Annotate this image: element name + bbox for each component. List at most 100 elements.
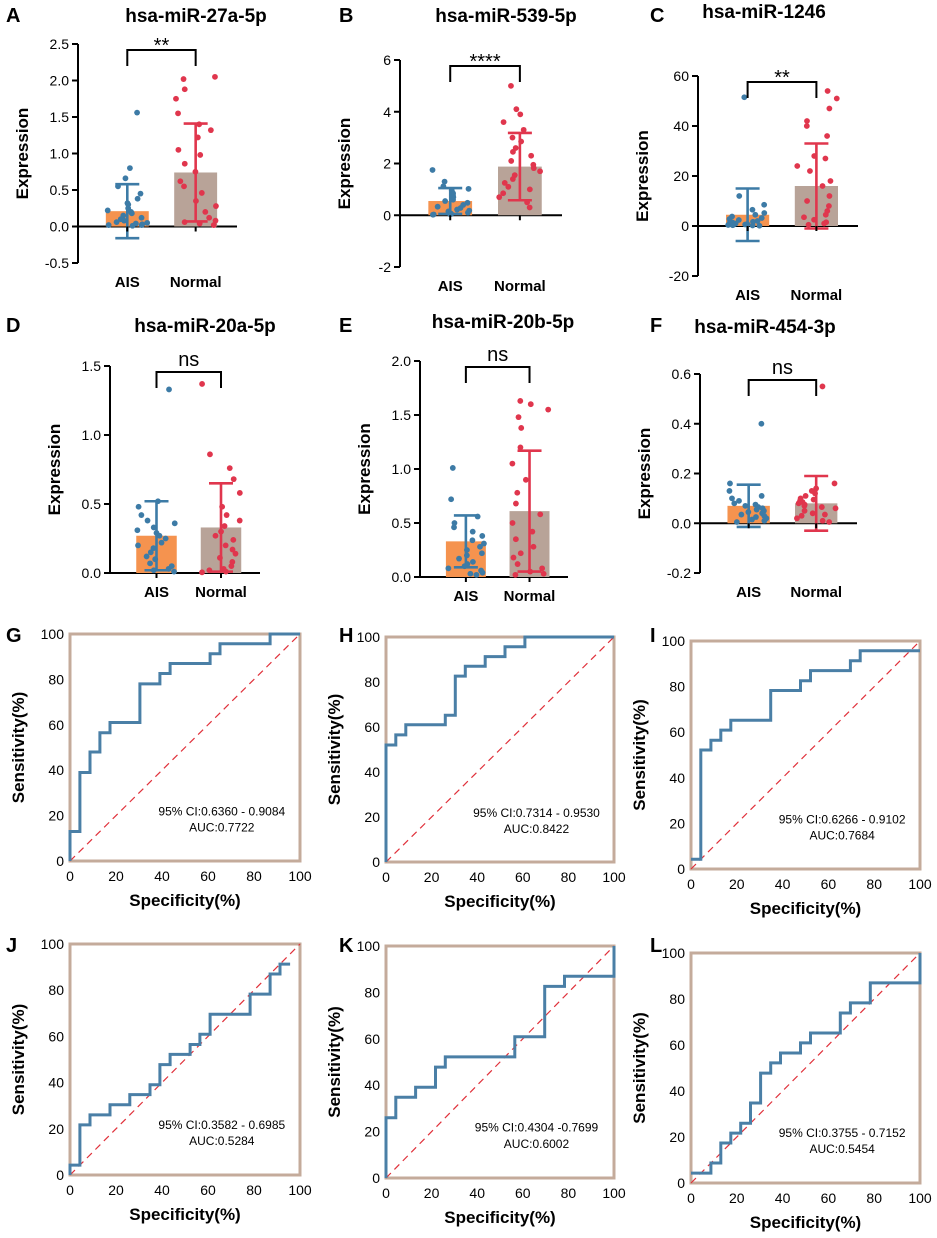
data-point [158, 539, 165, 546]
data-point [465, 185, 472, 192]
data-point [496, 194, 503, 201]
data-point [518, 425, 525, 431]
panel-letter: G [6, 625, 22, 647]
data-point [725, 222, 732, 228]
y-axis-label: Sensitivity(%) [325, 1006, 344, 1117]
y-axis-label: Expression [635, 428, 654, 520]
x-tick-label: 100 [288, 1182, 312, 1198]
data-point [199, 569, 205, 576]
x-tick-label: 100 [602, 1185, 626, 1201]
x-tick-label: 20 [729, 1190, 745, 1206]
data-point [513, 500, 519, 507]
data-point [540, 570, 547, 577]
data-point [135, 542, 141, 549]
plot-frame [689, 639, 922, 871]
data-point [134, 527, 141, 534]
data-point [138, 222, 145, 228]
data-point [526, 186, 533, 193]
chart-title: hsa-miR-1246 [702, 2, 826, 23]
roc-curve [691, 953, 922, 1175]
y-tick-label: -20 [669, 268, 689, 284]
category-label: Normal [791, 287, 843, 304]
data-point [137, 190, 144, 197]
y-tick-label: 40 [48, 1075, 64, 1091]
data-point [104, 207, 111, 214]
data-point [794, 515, 800, 522]
data-point [465, 209, 471, 216]
x-tick-label: 20 [729, 876, 745, 892]
data-point [430, 211, 436, 218]
data-point [749, 222, 756, 229]
y-axis-label: Expression [355, 423, 374, 515]
data-point [236, 517, 243, 524]
category-label: AIS [438, 278, 463, 295]
data-point [177, 178, 184, 185]
significance-label: ns [772, 357, 793, 379]
y-tick-label: 2 [383, 156, 391, 172]
y-tick-label: 0.0 [50, 219, 70, 235]
x-tick-label: 20 [424, 869, 440, 885]
y-axis-label: Sensitivity(%) [9, 692, 28, 803]
data-point [500, 119, 507, 125]
data-point [223, 512, 230, 518]
data-point [802, 492, 809, 499]
data-point [530, 165, 537, 172]
data-point [122, 175, 129, 182]
y-tick-label: 0.5 [50, 182, 70, 198]
category-label: AIS [115, 274, 140, 291]
significance-label: **** [469, 51, 500, 73]
panel-letter: F [650, 315, 662, 337]
data-point [451, 524, 457, 531]
ci-annotation: 95% CI:0.3755 - 0.7152 [779, 1126, 906, 1140]
data-point [134, 109, 140, 116]
y-tick-label: 6 [383, 52, 391, 68]
panel-letter: C [650, 5, 664, 27]
x-tick-label: 100 [908, 1190, 932, 1206]
data-point [173, 95, 179, 102]
plot-frame [68, 632, 302, 863]
x-tick-label: 0 [66, 1182, 74, 1198]
x-tick-label: 40 [775, 876, 791, 892]
y-tick-label: 1.5 [50, 109, 70, 125]
data-point [826, 203, 832, 209]
data-point [509, 460, 516, 467]
y-tick-label: 100 [357, 629, 381, 645]
y-tick-label: 60 [48, 1028, 64, 1044]
data-point [198, 190, 205, 196]
data-point [752, 211, 759, 218]
y-tick-label: 2.0 [50, 73, 70, 89]
y-tick-label: 20 [364, 809, 380, 825]
y-tick-label: 1.0 [392, 461, 412, 477]
data-point [166, 386, 172, 393]
data-point [171, 520, 178, 527]
x-axis-label: Specificity(%) [750, 1213, 861, 1232]
data-point [105, 222, 112, 228]
data-point [805, 221, 812, 228]
y-axis-label: Sensitivity(%) [325, 694, 344, 805]
data-point [454, 206, 460, 213]
reference-diagonal [690, 640, 921, 870]
x-tick-label: 40 [469, 869, 485, 885]
x-tick-label: 80 [246, 868, 262, 884]
data-point [517, 444, 524, 451]
data-point [230, 476, 237, 483]
data-point [761, 210, 768, 216]
data-point [514, 489, 521, 496]
data-point [509, 176, 516, 182]
y-axis-label: Expression [13, 108, 32, 200]
x-tick-label: 100 [288, 868, 312, 884]
significance-bracket [464, 366, 531, 383]
x-tick-label: 100 [602, 869, 626, 885]
data-point [226, 465, 233, 472]
data-point [826, 193, 833, 199]
x-tick-label: 0 [382, 869, 390, 885]
data-point [761, 201, 768, 208]
y-tick-label: -0.2 [667, 565, 691, 581]
y-tick-label: -0.5 [45, 255, 69, 271]
data-point [181, 160, 188, 167]
x-axis-label: Specificity(%) [444, 892, 555, 911]
significance-bracket [155, 371, 222, 388]
y-tick-label: 2.0 [392, 353, 412, 369]
ci-annotation: 95% CI:0.6266 - 0.9102 [779, 812, 906, 826]
